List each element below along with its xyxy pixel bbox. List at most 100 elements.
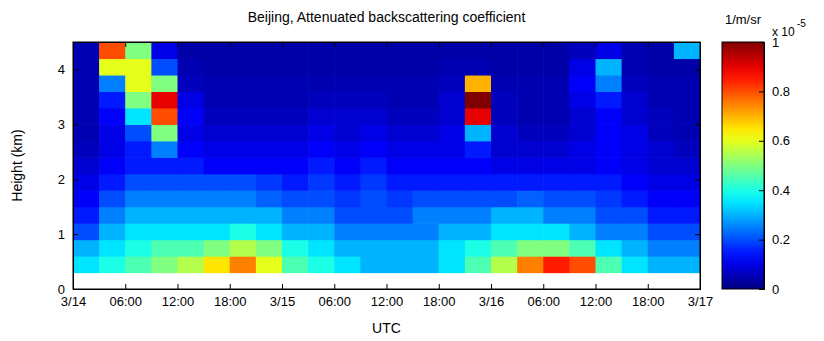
heatmap-cell [648, 174, 675, 191]
heatmap-cell [125, 91, 152, 108]
x-tick-top [648, 42, 649, 47]
heatmap-cell [596, 190, 623, 207]
heatmap-cell [178, 91, 205, 108]
x-tick: 18:00 [423, 284, 456, 309]
x-tick-label: 06:00 [318, 294, 351, 309]
heatmap-cell [439, 124, 466, 141]
y-tick-label: 4 [58, 62, 65, 77]
y-tick: 1 [58, 227, 78, 242]
heatmap-cell [99, 108, 126, 125]
x-tick-top [387, 42, 388, 47]
heatmap-cell [178, 223, 205, 240]
heatmap-cell [491, 108, 518, 125]
heatmap-cell [282, 157, 309, 174]
heatmap-cell [230, 256, 257, 273]
heatmap-cell [125, 75, 152, 92]
heatmap-cell [543, 91, 570, 108]
heatmap-cell [543, 190, 570, 207]
heatmap-cell [596, 124, 623, 141]
y-tick: 3 [58, 117, 78, 132]
x-axis-top [74, 42, 701, 47]
heatmap-cell [256, 58, 283, 75]
x-tick: 18:00 [214, 284, 247, 309]
heatmap-cell [308, 108, 335, 125]
heatmap-cell [465, 207, 492, 224]
heatmap-cell [230, 223, 257, 240]
heatmap-cell [465, 42, 492, 59]
heatmap-cell [360, 75, 387, 92]
heatmap-cell [517, 207, 544, 224]
heatmap-cell [73, 157, 100, 174]
heatmap-cell [596, 223, 623, 240]
heatmap-cell [413, 157, 440, 174]
heatmap-cell [282, 58, 309, 75]
x-tick-top [178, 42, 179, 47]
y-tick-mark [73, 69, 78, 70]
heatmap-cell [674, 58, 700, 75]
heatmap-cell [387, 240, 414, 257]
heatmap-cell [622, 256, 649, 273]
heatmap-cell [622, 240, 649, 257]
heatmap-cell [99, 58, 126, 75]
heatmap-cell [230, 75, 257, 92]
heatmap-cell [230, 157, 257, 174]
heatmap-cell [204, 58, 231, 75]
heatmap-cell [204, 240, 231, 257]
heatmap-cell [648, 42, 675, 59]
colorbar-tick: 0.6 [759, 133, 790, 148]
x-axis-title: UTC [372, 320, 401, 336]
heatmap-cell [308, 58, 335, 75]
heatmap-cell [674, 157, 700, 174]
heatmap-cell [569, 256, 596, 273]
heatmap-cell [99, 75, 126, 92]
heatmap-cell [282, 207, 309, 224]
heatmap-cell [230, 174, 257, 191]
heatmap-cell [596, 58, 623, 75]
x-tick-mark [543, 42, 544, 47]
heatmap-cell [99, 256, 126, 273]
heatmap-cell [151, 91, 178, 108]
colorbar-tick-mark [759, 141, 764, 142]
heatmap-cell [73, 240, 100, 257]
heatmap-cell [360, 108, 387, 125]
heatmap-cell [204, 157, 231, 174]
heatmap-cell [282, 75, 309, 92]
x-tick-top [230, 42, 231, 47]
heatmap-cell [99, 141, 126, 158]
x-tick-mark [491, 42, 492, 47]
heatmap-cell [543, 58, 570, 75]
heatmap-cell [256, 157, 283, 174]
heatmap-cell [256, 190, 283, 207]
heatmap-cell [256, 108, 283, 125]
heatmap-cell [491, 190, 518, 207]
x-axis-line [74, 284, 701, 290]
x-axis: 3/1406:0012:0018:003/1506:0012:0018:003/… [61, 284, 713, 309]
heatmap-cell [622, 75, 649, 92]
heatmap-cell [308, 190, 335, 207]
heatmap-cell [491, 124, 518, 141]
heatmap-cell [465, 75, 492, 92]
heatmap-cell [360, 190, 387, 207]
y-tick-right [695, 234, 700, 235]
chart-title: Beijing, Attenuated backscattering coeff… [248, 9, 526, 25]
heatmap-cell [543, 240, 570, 257]
heatmap-cell [282, 240, 309, 257]
colorbar-tick-mark [759, 240, 764, 241]
heatmap-cell [439, 58, 466, 75]
heatmap-cell [178, 141, 205, 158]
heatmap-cell [413, 240, 440, 257]
heatmap-cell [674, 240, 700, 257]
heatmap-cell [334, 190, 361, 207]
heatmap-cell [648, 108, 675, 125]
heatmap-cell [256, 174, 283, 191]
heatmap-cell [439, 108, 466, 125]
heatmap-cell [151, 108, 178, 125]
colorbar-tick-label: 0.8 [772, 84, 790, 99]
heatmap-cell [413, 75, 440, 92]
heatmap-cell [308, 174, 335, 191]
heatmap-cell [178, 157, 205, 174]
heatmap-cell [151, 207, 178, 224]
y-tick-mark [695, 124, 700, 125]
x-tick-label: 18:00 [423, 294, 456, 309]
heatmap-cell [491, 141, 518, 158]
